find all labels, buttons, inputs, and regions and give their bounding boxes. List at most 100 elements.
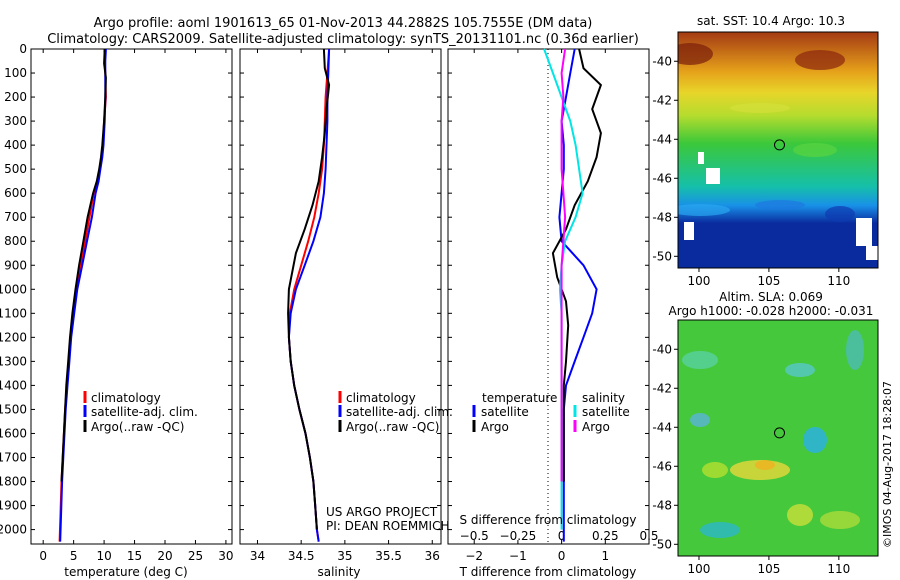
x-tick-label: 0 xyxy=(39,549,47,563)
sla-latitude-axis: -40 -42 -44 -46 -48 -50 xyxy=(652,342,678,551)
sla-map-title: Altim. SLA: 0.069 xyxy=(719,290,823,304)
sst-missing-data xyxy=(698,152,704,164)
depth-tick-label: 1500 xyxy=(0,402,27,416)
x-tick-label: 35.5 xyxy=(375,549,402,563)
sla-map-subtitle: Argo h1000: -0.028 h2000: -0.031 xyxy=(669,304,874,318)
x-tick-label: 10 xyxy=(96,549,111,563)
header-line-2: Climatology: CARS2009. Satellite-adjuste… xyxy=(47,32,639,47)
sla-texture-patch xyxy=(702,462,728,478)
series-line xyxy=(560,48,567,482)
x-tick-label: 30 xyxy=(218,549,233,563)
sla-map-image xyxy=(678,320,878,556)
float-location-marker xyxy=(774,427,785,439)
sla-texture-patch xyxy=(787,504,813,526)
salinity-difference-ticks: −0.5 −0.25 0 0.25 0.5 xyxy=(460,529,659,543)
sst-texture-patch xyxy=(678,204,730,216)
latitude-tick-label: -40 xyxy=(652,54,672,68)
x-tick-label: 0 xyxy=(558,549,566,563)
sla-longitude-axis: 100 105 110 xyxy=(688,556,850,576)
latitude-tick-label: -42 xyxy=(652,381,672,395)
legend-satellite-label: satellite-adj. clim. xyxy=(346,405,453,419)
depth-tick-label: 1200 xyxy=(0,330,27,344)
longitude-tick-label: 105 xyxy=(757,274,780,288)
depth-tick-label: 1400 xyxy=(0,378,27,392)
sla-map-frame xyxy=(677,319,879,557)
salinity-depth-ticks xyxy=(240,48,441,531)
project-name: US ARGO PROJECT xyxy=(326,505,438,519)
latitude-tick-label: -44 xyxy=(652,420,672,434)
sst-missing-data xyxy=(684,222,694,240)
temperature-x-axis: 0 5 10 15 20 25 30 xyxy=(39,49,234,563)
temperature-legend: climatology satellite-adj. clim. Argo(..… xyxy=(83,391,198,434)
sst-map-image xyxy=(678,32,878,268)
x-tick-label: 15 xyxy=(127,549,142,563)
latitude-tick-label: -40 xyxy=(652,342,672,356)
sst-latitude-axis: -40 -42 -44 -46 -48 -50 xyxy=(652,54,678,263)
longitude-tick-label: 100 xyxy=(688,562,711,576)
x-tick-label: 36 xyxy=(425,549,440,563)
depth-tick-label: 1100 xyxy=(0,306,27,320)
depth-tick-label: 400 xyxy=(4,138,27,152)
temperature-x-label: temperature (deg C) xyxy=(64,565,187,579)
depth-tick-label: 500 xyxy=(4,162,27,176)
depth-tick-label: 300 xyxy=(4,114,27,128)
sla-map-panel: Altim. SLA: 0.069 Argo h1000: -0.028 h20… xyxy=(652,290,879,576)
longitude-tick-label: 105 xyxy=(757,562,780,576)
sst-missing-data xyxy=(856,218,872,246)
header-line-1: Argo profile: aoml 1901613_65 01-Nov-201… xyxy=(94,16,593,31)
s-tick-label: −0.25 xyxy=(500,529,537,543)
difference-legend: temperature salinity satellite Argo sate… xyxy=(472,391,630,434)
legend-s-argo-label: Argo xyxy=(582,420,610,434)
series-line xyxy=(551,48,603,482)
depth-tick-label: 600 xyxy=(4,186,27,200)
legend-argo-label: Argo(..raw -QC) xyxy=(346,420,439,434)
temperature-panel: 0100200300400500600700800900100011001200… xyxy=(0,42,234,579)
s-difference-label: S difference from climatology xyxy=(460,513,637,527)
legend-satellite-label: satellite-adj. clim. xyxy=(91,405,198,419)
depth-tick-label: 1900 xyxy=(0,499,27,513)
longitude-tick-label: 110 xyxy=(827,274,850,288)
sla-texture-patch xyxy=(803,427,827,453)
depth-tick-label: 1300 xyxy=(0,354,27,368)
x-tick-label: −1 xyxy=(509,549,527,563)
salinity-profiles xyxy=(287,48,331,542)
series-line xyxy=(58,48,107,542)
sst-texture-patch xyxy=(795,50,845,70)
sla-texture-patch xyxy=(682,351,718,369)
sst-texture-patch xyxy=(678,43,713,65)
salinity-legend: climatology satellite-adj. clim. Argo(..… xyxy=(338,391,453,434)
sst-texture xyxy=(678,43,878,260)
sst-longitude-axis: 100 105 110 xyxy=(688,268,850,288)
sst-map-panel: sat. SST: 10.4 Argo: 10.3 100 105 110 -40-… xyxy=(652,14,879,288)
x-tick-label: 34.5 xyxy=(288,549,315,563)
sst-texture-patch xyxy=(755,200,805,210)
salinity-x-label: salinity xyxy=(317,565,360,579)
depth-axis: 0 100 200 300 400 500 600 700 800 900 1000 1100 1200… xyxy=(0,42,232,537)
legend-salinity-title: salinity xyxy=(582,391,625,405)
x-tick-label: 20 xyxy=(157,549,172,563)
sst-missing-data xyxy=(706,168,720,184)
depth-tick-label: 1000 xyxy=(0,282,27,296)
s-tick-label: 0.5 xyxy=(639,529,658,543)
sst-map-title: sat. SST: 10.4 Argo: 10.3 xyxy=(697,14,845,28)
x-tick-label: 25 xyxy=(188,549,203,563)
legend-t-satellite-label: satellite xyxy=(481,405,529,419)
temperature-plot-frame xyxy=(30,48,233,545)
x-tick-label: 5 xyxy=(70,549,78,563)
sla-texture-patch xyxy=(700,522,740,538)
sst-texture-patch xyxy=(825,206,855,222)
series-line xyxy=(60,48,107,482)
depth-tick-label: 1600 xyxy=(0,426,27,440)
difference-profiles xyxy=(543,48,603,542)
longitude-tick-label: 110 xyxy=(827,562,850,576)
x-tick-label: 34 xyxy=(250,549,265,563)
difference-depth-ticks xyxy=(448,48,649,531)
latitude-tick-label: -48 xyxy=(652,498,672,512)
salinity-x-axis: 34 34.5 35 35.5 36 xyxy=(250,49,440,563)
principal-investigator: PI: DEAN ROEMMICH xyxy=(326,519,449,533)
sst-map-frame xyxy=(677,31,879,269)
imos-stamp: ©IMOS 04-Aug-2017 18:28:07 xyxy=(881,381,894,548)
salinity-panel: 34 34.5 35 35.5 36 salinity climatology sate… xyxy=(239,48,453,579)
latitude-tick-label: -50 xyxy=(652,249,672,263)
